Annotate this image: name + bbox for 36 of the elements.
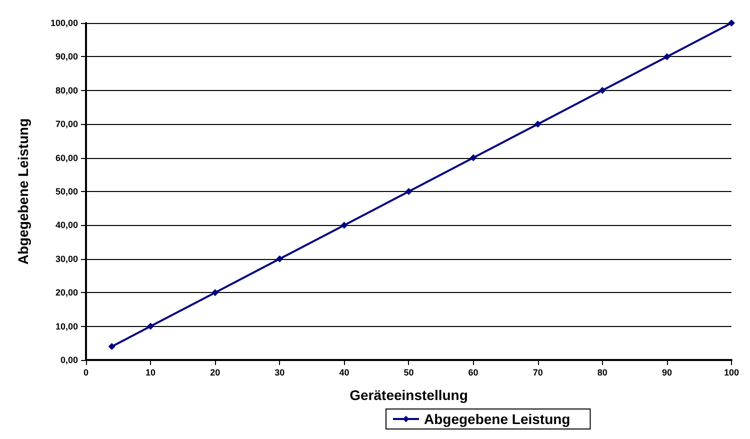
point	[728, 20, 735, 26]
x-tick-label: 70	[532, 368, 543, 378]
x-axis-title: Geräteeinstellung	[350, 387, 468, 403]
point	[340, 222, 348, 229]
y-tick-label: 70,00	[55, 119, 78, 130]
point	[534, 120, 542, 128]
point	[108, 343, 116, 350]
point	[276, 255, 284, 262]
x-tick-label: 30	[274, 368, 285, 378]
x-tick-label: 60	[468, 368, 478, 378]
point	[663, 53, 670, 60]
legend-label: Abgegebene Leistung	[424, 411, 570, 427]
x-tick-label: 10	[146, 368, 156, 378]
x-tick-label: 40	[339, 368, 350, 378]
y-tick-label: 0,00	[60, 355, 78, 365]
y-tick-label: 90,00	[55, 52, 78, 62]
point	[405, 188, 412, 195]
x-tick-label: 20	[210, 368, 220, 378]
y-tick-label: 20,00	[55, 288, 78, 298]
y-tick-label: 10,00	[55, 321, 78, 332]
point	[212, 289, 219, 296]
y-tick-label: 60,00	[55, 152, 78, 163]
x-tick-label: 50	[404, 368, 414, 378]
y-tick-label: 100,00	[50, 18, 78, 28]
x-tick-label: 0	[83, 368, 89, 378]
y-tick-label: 80,00	[55, 85, 78, 96]
y-tick-label: 40,00	[55, 220, 78, 230]
point	[598, 86, 606, 94]
point	[470, 154, 477, 162]
x-tick-label: 80	[597, 368, 608, 378]
x-tick-label: 90	[662, 368, 672, 378]
x-tick-label: 100	[724, 368, 740, 378]
y-tick-label: 30,00	[55, 254, 78, 264]
point	[147, 322, 154, 330]
y-axis-title: Abgegebene Leistung	[15, 118, 31, 265]
y-tick-label: 50,00	[55, 186, 78, 196]
